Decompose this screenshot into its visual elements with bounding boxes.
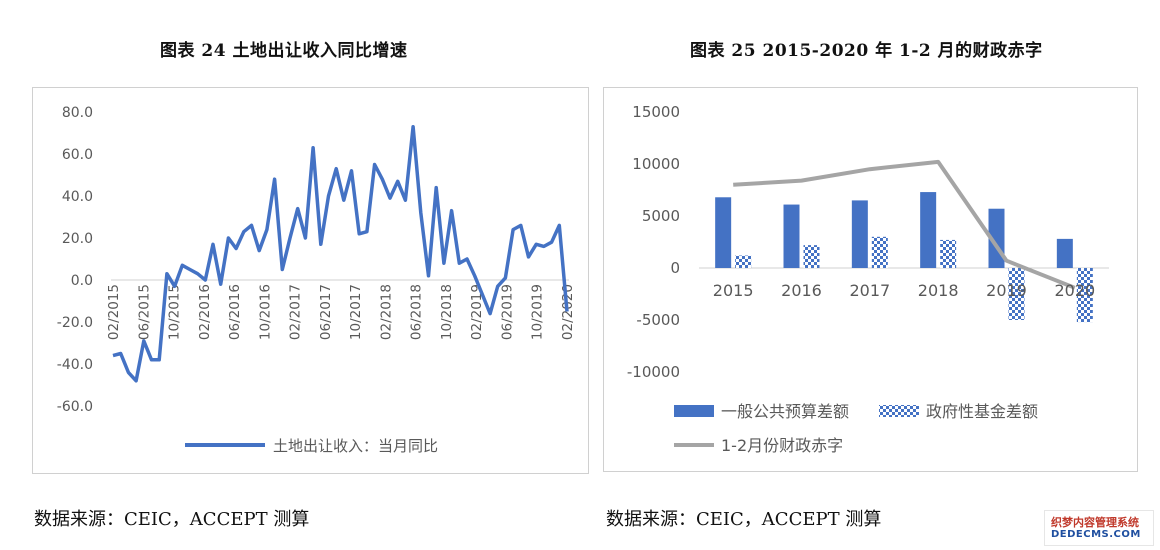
- y-tick-label: 80.0: [62, 105, 93, 121]
- bar-general-budget: [715, 197, 732, 268]
- legend-label-gov-fund: 政府性基金差额: [926, 402, 1038, 421]
- series-line-land-revenue: [112, 124, 569, 383]
- bar-gov-fund: [803, 245, 820, 268]
- y-tick-label: -40.0: [57, 357, 93, 373]
- x-tick-label: 10/2018: [439, 284, 455, 340]
- x-tick-label: 06/2016: [227, 284, 243, 340]
- x-tick-label: 2017: [849, 281, 890, 300]
- x-tick-label: 10/2015: [167, 284, 183, 340]
- y-tick-label: -60.0: [57, 399, 93, 415]
- left-source-note: 数据来源：CEIC，ACCEPT 测算: [34, 509, 310, 530]
- x-tick-label: 02/2018: [378, 284, 394, 340]
- right-chart-title: 图表 25 2015-2020 年 1-2 月的财政赤字: [690, 41, 1043, 61]
- x-tick-label: 06/2015: [136, 284, 152, 340]
- legend-label-deficit: 1-2月份财政赤字: [721, 436, 843, 455]
- y-tick-label: 40.0: [62, 189, 93, 205]
- bar-gov-fund: [1008, 268, 1025, 320]
- series-line-deficit: [733, 159, 1076, 290]
- y-tick-label: 0: [670, 259, 680, 277]
- y-tick-label: 5000: [642, 207, 680, 225]
- right-source-note: 数据来源：CEIC，ACCEPT 测算: [606, 509, 882, 530]
- x-tick-label: 02/2015: [106, 284, 122, 340]
- left-chart: 80.0 60.0 40.0 20.0 0.0 -20.0 -40.0 -60.0 02/201…: [57, 105, 576, 455]
- watermark-line2: DEDECMS.COM: [1051, 529, 1141, 540]
- bar-general-budget: [1056, 238, 1073, 268]
- right-chart-frame: 15000 10000 5000 0 -5000 -10000 2015 2016 2017 20…: [603, 87, 1138, 472]
- x-tick-label: 10/2016: [257, 284, 273, 340]
- x-tick-label: 2018: [918, 281, 959, 300]
- y-tick-label: 15000: [632, 103, 680, 121]
- y-tick-label: -10000: [627, 363, 680, 381]
- x-tick-label: 02/2017: [288, 284, 304, 340]
- legend-swatch-general-budget: [674, 405, 714, 417]
- legend-label-general-budget: 一般公共预算差额: [721, 402, 849, 421]
- x-tick-label: 02/2016: [197, 284, 213, 340]
- y-tick-label: 10000: [632, 155, 680, 173]
- bar-general-budget: [851, 200, 868, 268]
- bar-gov-fund: [735, 255, 752, 268]
- x-tick-label: 2015: [713, 281, 754, 300]
- legend-label-land-revenue: 土地出让收入：当月同比: [273, 437, 438, 455]
- bar-gov-fund: [871, 236, 888, 268]
- x-tick-label: 10/2019: [530, 284, 546, 340]
- bar-gov-fund: [940, 239, 957, 268]
- x-tick-label: 2020: [1054, 281, 1095, 300]
- y-tick-label: 20.0: [62, 231, 93, 247]
- left-chart-frame: 80.0 60.0 40.0 20.0 0.0 -20.0 -40.0 -60.0 02/201…: [32, 87, 589, 474]
- y-tick-label: 0.0: [71, 273, 93, 289]
- y-tick-label: -20.0: [57, 315, 93, 331]
- y-tick-label: -5000: [636, 311, 680, 329]
- left-chart-title: 图表 24 土地出让收入同比增速: [160, 41, 408, 61]
- bar-general-budget: [783, 204, 800, 268]
- x-tick-label: 06/2018: [409, 284, 425, 340]
- x-tick-label: 2019: [986, 281, 1027, 300]
- watermark-line1: 织梦内容管理系统: [1051, 516, 1139, 529]
- legend-swatch-gov-fund: [879, 405, 919, 417]
- x-tick-label: 02/2019: [469, 284, 485, 340]
- right-chart: 15000 10000 5000 0 -5000 -10000 2015 2016 2017 20…: [627, 103, 1109, 455]
- x-tick-label: 10/2017: [348, 284, 364, 340]
- y-tick-label: 60.0: [62, 147, 93, 163]
- x-tick-label: 06/2019: [499, 284, 515, 340]
- x-tick-label: 06/2017: [318, 284, 334, 340]
- x-tick-label: 02/2020: [560, 284, 576, 340]
- bar-general-budget: [920, 192, 937, 268]
- watermark-logo: 织梦内容管理系统 DEDECMS.COM: [1044, 510, 1154, 546]
- bar-gov-fund: [1076, 268, 1093, 323]
- x-tick-label: 2016: [781, 281, 822, 300]
